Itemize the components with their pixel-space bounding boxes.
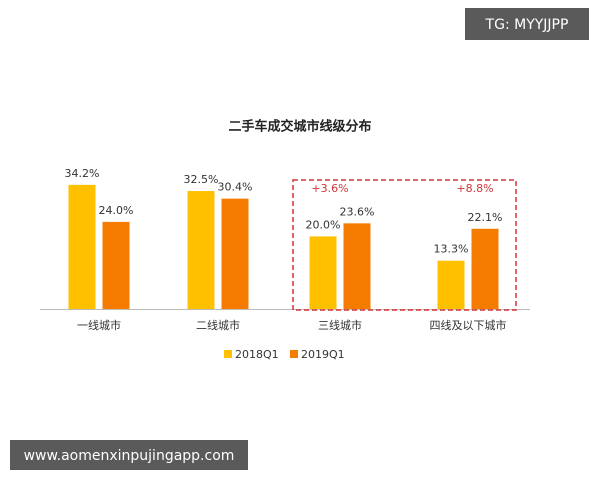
value-label: 22.1%: [468, 211, 503, 224]
bar: [187, 191, 215, 309]
bar: [102, 221, 130, 309]
bar: [343, 223, 371, 309]
watermark-box: [465, 8, 589, 40]
watermark-box: [10, 440, 248, 470]
bar: [309, 236, 337, 309]
legend-label: 2019Q1: [301, 348, 345, 361]
bar: [437, 260, 465, 309]
bar: [471, 228, 499, 309]
watermark: www.aomenxinpujingapp.com: [24, 448, 235, 464]
value-label: 24.0%: [99, 204, 134, 217]
bar: [68, 184, 96, 309]
legend-label: 2018Q1: [235, 348, 279, 361]
bar: [221, 198, 249, 309]
annotation: +8.8%: [456, 182, 493, 195]
x-tick-label: 四线及以下城市: [430, 318, 507, 332]
x-tick-label: 三线城市: [318, 318, 362, 332]
legend-swatch: [224, 350, 232, 358]
value-label: 23.6%: [340, 205, 375, 218]
highlight-box: [292, 179, 517, 311]
value-label: 32.5%: [184, 173, 219, 186]
legend-swatch: [290, 350, 298, 358]
x-tick-label: 二线城市: [196, 318, 240, 332]
value-label: 13.3%: [434, 243, 469, 256]
x-tick-label: 一线城市: [77, 318, 121, 332]
value-label: 34.2%: [65, 167, 100, 180]
chart-title: 二手车成交城市线级分布: [228, 119, 371, 135]
watermark: TG: MYYJJPP: [485, 17, 569, 33]
annotation: +3.6%: [311, 182, 348, 195]
value-label: 20.0%: [306, 218, 341, 231]
value-label: 30.4%: [218, 181, 253, 194]
